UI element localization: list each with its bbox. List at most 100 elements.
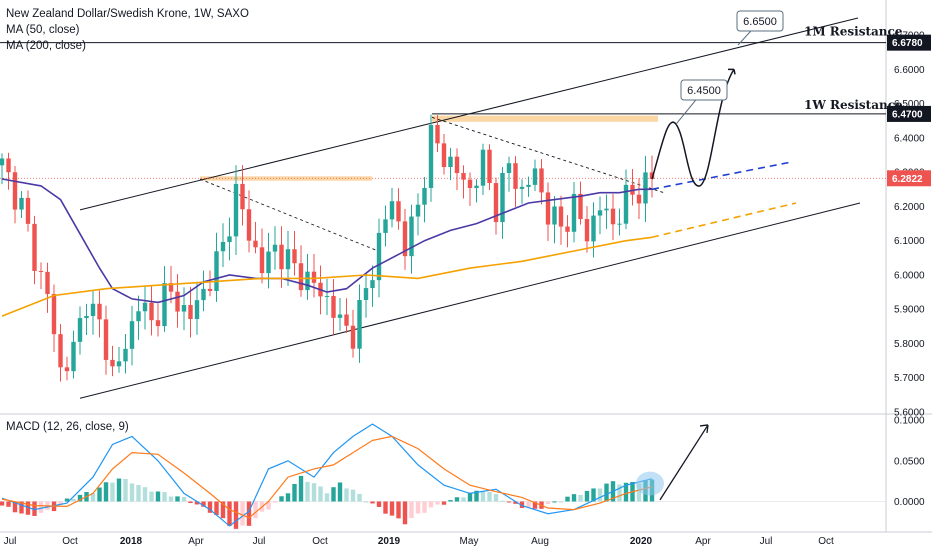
macd-y-tick-label: 0.0000 <box>894 497 925 508</box>
candle-body <box>311 271 317 283</box>
macd-histogram-bar <box>285 493 291 502</box>
candle-body <box>259 247 265 274</box>
macd-histogram-bar <box>571 494 577 502</box>
candle-body <box>97 303 102 320</box>
macd-histogram-bar <box>428 501 434 508</box>
candle-body <box>363 288 369 300</box>
macd-histogram-bar <box>311 483 317 502</box>
macd-histogram-bar <box>168 496 174 502</box>
ma200-projection <box>651 202 797 239</box>
macd-histogram-bar <box>129 483 135 502</box>
candle-body <box>461 173 466 180</box>
macd-histogram-bar <box>409 501 414 519</box>
macd-histogram-bar <box>233 501 239 529</box>
candle-body <box>604 208 609 211</box>
level-price-tag <box>887 105 931 122</box>
resistance-1w-label: 1W Resistance <box>804 98 903 112</box>
x-tick-label: Jul <box>253 536 266 547</box>
macd-histogram-bar <box>123 479 128 502</box>
candle-body <box>643 172 648 204</box>
candle-body <box>6 158 11 173</box>
candle-body <box>493 183 499 223</box>
macd-histogram-bar <box>474 490 479 502</box>
macd-histogram-bar <box>532 501 538 509</box>
symbol-title[interactable]: New Zealand Dollar/Swedish Krone, 1W, SA… <box>6 8 249 20</box>
candle-body <box>389 201 395 220</box>
macd-histogram-bar <box>441 501 447 505</box>
candle-body <box>305 271 310 291</box>
macd-histogram-bar <box>188 501 193 504</box>
macd-histogram-bar <box>467 492 473 502</box>
macd-histogram-bar <box>331 487 336 502</box>
macd-histogram-bar <box>162 492 167 502</box>
macd-histogram-bar <box>435 501 440 505</box>
candle-body <box>402 221 408 257</box>
macd-histogram-bar <box>324 493 330 502</box>
candle-body <box>142 302 148 312</box>
candle-body <box>214 251 219 291</box>
macd-histogram-bar <box>487 491 492 502</box>
candle-body <box>103 319 109 360</box>
supply-zone-2 <box>432 115 658 122</box>
candle-body <box>129 321 135 349</box>
macd-legend[interactable]: MACD (12, 26, close, 9) <box>6 421 129 433</box>
candle-body <box>233 183 239 237</box>
level-price-tag <box>887 34 931 51</box>
macd-histogram-bar <box>552 501 557 503</box>
macd-histogram-bar <box>77 494 83 502</box>
candle-body <box>285 249 291 270</box>
macd-highlight <box>636 471 664 496</box>
macd-histogram-bar <box>597 488 603 502</box>
candle-body <box>84 316 89 319</box>
candle-body <box>441 143 447 168</box>
level-price-text: 6.6780 <box>892 38 923 49</box>
candle-body <box>474 185 479 189</box>
ma50-line <box>1 178 652 304</box>
macd-histogram-bar <box>253 501 258 519</box>
candle-body <box>636 194 642 204</box>
macd-histogram-bar <box>454 497 460 502</box>
last-price-text: 6.2822 <box>892 174 923 185</box>
projection-curve <box>651 68 735 187</box>
ma50-projection <box>651 161 793 191</box>
target-6450-label: 6.4500 <box>687 85 721 97</box>
resistance-1m-label: 1M Resistance <box>804 25 903 39</box>
candle-body <box>409 216 414 257</box>
ma200-legend[interactable]: MA (200, close) <box>6 40 86 52</box>
macd-histogram-bar <box>136 485 141 502</box>
candle-body <box>64 367 70 372</box>
candle-body <box>116 361 122 367</box>
candle-body <box>500 172 505 223</box>
candle-body <box>480 149 486 186</box>
macd-histogram-bar <box>591 488 596 502</box>
candle-body <box>415 204 421 217</box>
macd-histogram-bar <box>12 501 18 513</box>
target-6450-box <box>680 79 728 101</box>
y-tick-label: 6.2000 <box>894 202 925 213</box>
candle-body <box>181 305 187 312</box>
ma50-legend[interactable]: MA (50, close) <box>6 24 80 36</box>
candle-body <box>344 314 349 326</box>
macd-histogram-bar <box>623 482 629 502</box>
macd-histogram-bar <box>25 501 31 515</box>
target-6650-box <box>736 10 784 32</box>
macd-histogram-bar <box>64 498 70 502</box>
candle-body <box>272 244 278 252</box>
candle-body <box>539 168 544 193</box>
macd-histogram-bar <box>506 501 512 503</box>
candle-body <box>71 341 76 372</box>
channel-lower-line <box>79 202 861 399</box>
candle-body <box>454 156 460 174</box>
macd-histogram-bar <box>266 501 271 510</box>
signal-line <box>1 435 653 519</box>
trendline-1 <box>199 178 379 252</box>
macd-histogram-bar <box>201 501 206 507</box>
macd-histogram-bar <box>227 501 232 526</box>
macd-histogram-bar <box>350 489 356 502</box>
candle-body <box>513 163 518 189</box>
candle-body <box>422 187 427 205</box>
y-tick-label: 5.7000 <box>894 373 925 384</box>
candle-body <box>571 193 577 232</box>
y-tick-label: 5.9000 <box>894 305 925 316</box>
candle-body <box>448 156 453 168</box>
